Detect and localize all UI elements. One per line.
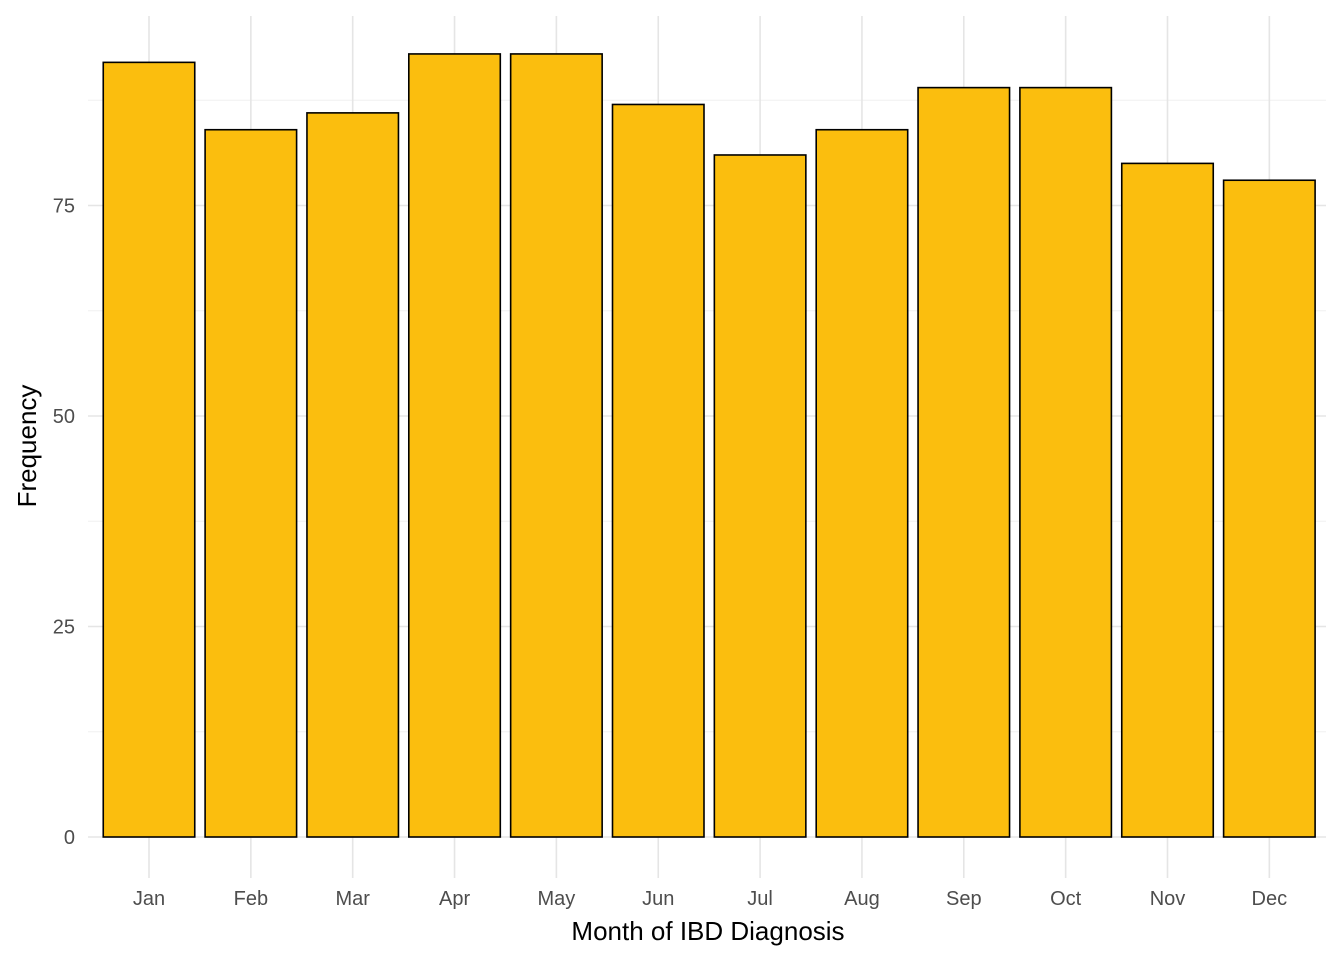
bar-oct (1019, 86, 1113, 838)
x-tick-label: Feb (234, 888, 268, 910)
bar-nov (1120, 162, 1215, 838)
x-tick-label: Jul (747, 888, 773, 910)
y-tick-label: 0 (64, 827, 75, 849)
x-axis-title: Month of IBD Diagnosis (571, 916, 844, 946)
bar-dec (1222, 179, 1316, 838)
bar-apr (407, 53, 502, 838)
x-tick-label: Dec (1252, 888, 1288, 910)
x-tick-label: Sep (946, 888, 982, 910)
y-axis-title: Frequency (12, 385, 42, 508)
x-tick-label: May (538, 888, 576, 910)
bar-may (509, 53, 603, 838)
bar-jul (713, 154, 807, 838)
bar-feb (204, 128, 298, 838)
bar-sep (917, 86, 1011, 838)
y-tick-label: 25 (53, 617, 75, 639)
x-tick-label: Mar (335, 888, 370, 910)
x-tick-labels: Jan Feb Mar Apr May Jun Jul Aug Sep Oct Nov Dec (133, 888, 1287, 910)
x-tick-label: Jan (133, 888, 165, 910)
y-tick-label: 75 (53, 196, 75, 218)
x-tick-label: Apr (439, 888, 470, 910)
y-tick-labels: 0 25 50 75 (53, 196, 75, 850)
bar-aug (815, 128, 909, 838)
bar-jun (611, 103, 705, 838)
x-tick-label: Oct (1050, 888, 1082, 910)
bars (102, 53, 1316, 838)
x-tick-label: Nov (1150, 888, 1186, 910)
x-tick-label: Aug (844, 888, 880, 910)
bar-jan (102, 61, 196, 838)
x-tick-label: Jun (642, 888, 674, 910)
y-tick-label: 50 (53, 406, 75, 428)
bar-mar (306, 112, 400, 838)
